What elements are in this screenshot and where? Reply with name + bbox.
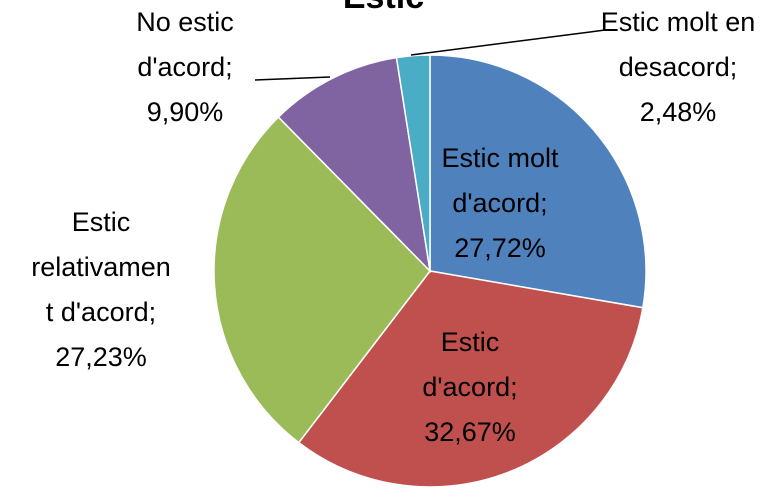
data-label: Estic relativament d'acord; 27,23% [28, 200, 174, 380]
label-separator: ; [225, 52, 233, 82]
pie-slice [395, 54, 431, 272]
value-label: 9,90% [146, 97, 224, 127]
pie-slice [277, 56, 432, 274]
data-label: No estic d'acord; 9,90% [110, 0, 260, 135]
category-name: Estic molt en desacord [600, 7, 756, 82]
pie-slice [213, 116, 431, 444]
label-separator: ; [729, 52, 738, 82]
label-separator: ; [510, 372, 518, 402]
category-name: No estic d'acord [136, 7, 234, 82]
category-name: Estic d'acord [422, 327, 511, 402]
value-label: 27,23% [55, 342, 147, 372]
value-label: 2,48% [639, 97, 717, 127]
value-label: 32,67% [424, 417, 516, 447]
data-label: Estic molt en desacord; 2,48% [598, 0, 758, 135]
pie-slice [429, 54, 647, 309]
data-label: Estic molt d'acord; 27,72% [420, 136, 580, 271]
pie-slice [297, 270, 644, 488]
label-separator: ; [540, 188, 548, 218]
leader-line [410, 29, 606, 56]
chart-title: Estic [0, 0, 767, 17]
label-separator: ; [148, 297, 157, 327]
data-label: Estic d'acord; 32,67% [395, 320, 545, 455]
category-name: Estic relativament d'acord [31, 207, 171, 327]
value-label: 27,72% [454, 233, 546, 263]
leader-line [254, 76, 331, 81]
category-name: Estic molt d'acord [441, 143, 559, 218]
